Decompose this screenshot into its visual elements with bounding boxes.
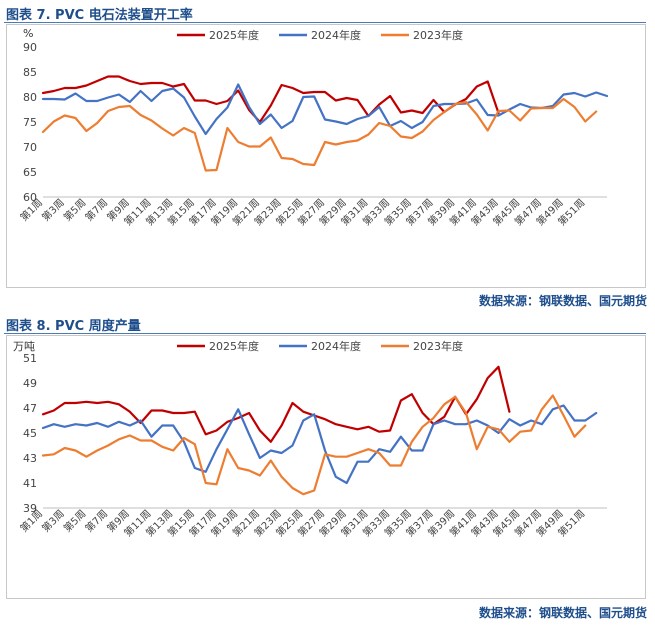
y-tick-label: 65	[23, 166, 37, 179]
series-line-2023年度	[41, 97, 598, 172]
legend-label: 2023年度	[413, 28, 463, 42]
x-tick-label: 第5周	[61, 507, 89, 535]
x-tick-label: 第7周	[82, 196, 110, 224]
y-tick-label: 41	[23, 477, 37, 490]
series-line-2024年度	[41, 404, 598, 485]
legend-label: 2025年度	[209, 28, 259, 42]
legend-label: 2025年度	[209, 339, 259, 353]
legend-label: 2024年度	[311, 28, 361, 42]
series-line-2024年度	[41, 83, 609, 136]
y-tick-label: 51	[23, 352, 37, 365]
chart-box-2: 万吨 39 41 43 45 47 49 51 第1周 第3周 第5周 第7周 第9周 第11周 第13周第…	[6, 335, 646, 599]
series-line-2023年度	[41, 394, 587, 496]
x-tick-label: 第3周	[39, 507, 67, 535]
legend-label: 2023年度	[413, 339, 463, 353]
y-tick-label: 70	[23, 141, 37, 154]
unit-label: %	[23, 27, 33, 40]
y-tick-label: 39	[23, 502, 37, 515]
y-tick-label: 47	[23, 402, 37, 415]
chart-weekly-output: 万吨39414345474951第1周第3周第5周第7周第9周第11周第13周第…	[13, 339, 607, 539]
unit-label: 万吨	[13, 340, 35, 353]
chart-box-1: % 60 65 70 75 80 85 90 第1周 第3周 第5周 第7周 第9周 第11周 第13周 第1…	[6, 24, 646, 288]
y-tick-label: 85	[23, 66, 37, 79]
chart-capacity-utilization: %60657075808590第1周第3周第5周第7周第9周第11周第13周第1…	[17, 27, 609, 228]
y-tick-label: 75	[23, 116, 37, 129]
y-tick-label: 60	[23, 191, 37, 204]
y-tick-label: 90	[23, 41, 37, 54]
figure-8-rule	[4, 333, 646, 334]
x-tick-label: 第5周	[61, 196, 89, 224]
series-line-2025年度	[41, 75, 500, 124]
figure-7-rule	[4, 22, 646, 23]
figure-8-source: 数据来源：钢联数据、国元期货	[478, 606, 647, 620]
figure-7-source: 数据来源：钢联数据、国元期货	[478, 294, 647, 308]
y-tick-label: 49	[23, 377, 37, 390]
legend-label: 2024年度	[311, 339, 361, 353]
y-tick-label: 43	[23, 452, 37, 465]
series-line-2025年度	[41, 365, 511, 443]
x-tick-label: 第7周	[82, 507, 110, 535]
y-tick-label: 80	[23, 91, 37, 104]
figure-8-title: 图表 8. PVC 周度产量	[6, 319, 141, 334]
x-tick-label: 第3周	[39, 196, 67, 224]
y-tick-label: 45	[23, 427, 37, 440]
figure-7-title: 图表 7. PVC 电石法装置开工率	[6, 8, 193, 23]
